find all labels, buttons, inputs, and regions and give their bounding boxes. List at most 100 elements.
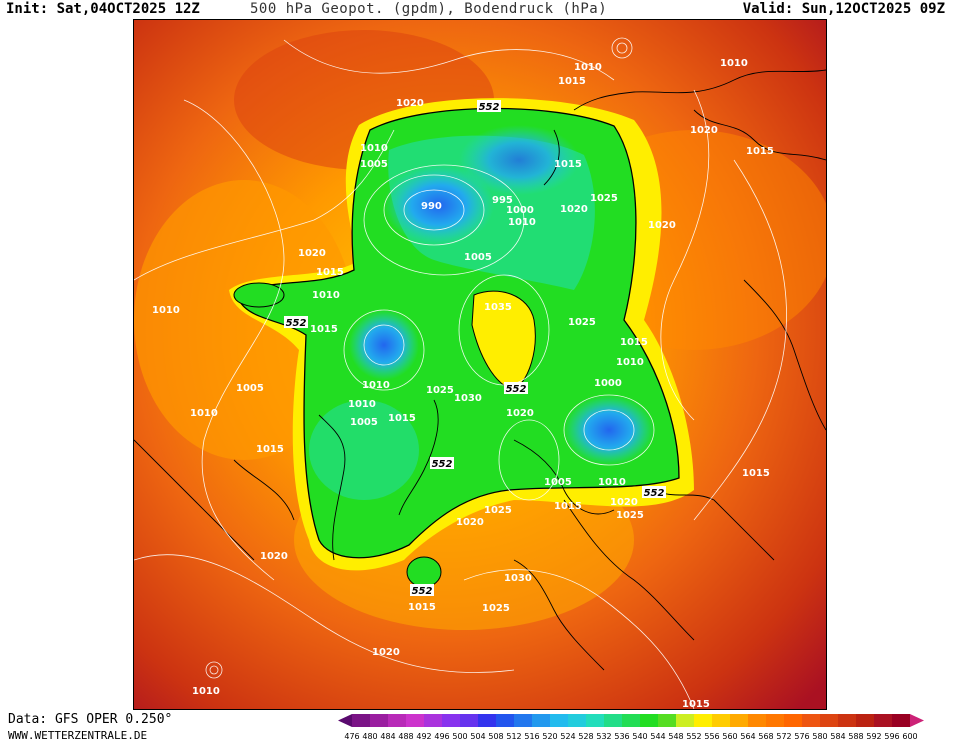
scale-tick-label: 556 [704, 732, 719, 741]
map-footer: Data: GFS OPER 0.250° WWW.WETTERZENTRALE… [0, 710, 959, 742]
geopotential-label: 552 [284, 316, 308, 329]
cutoff-low [233, 282, 285, 308]
isobar-label: 995 [492, 195, 513, 206]
isobar-label: 1000 [594, 378, 622, 389]
svg-text:552: 552 [479, 102, 500, 113]
scale-tick-label: 568 [758, 732, 773, 741]
isobar-label: 1020 [372, 647, 400, 658]
scale-tick-label: 528 [578, 732, 593, 741]
isobar-label: 990 [421, 201, 442, 212]
geopotential-label: 552 [477, 100, 501, 113]
isobar-label: 1015 [742, 468, 770, 479]
scale-tick-label: 508 [488, 732, 503, 741]
scale-swatch [784, 714, 802, 727]
low-pressure-core [459, 125, 579, 195]
data-source: Data: GFS OPER 0.250° [8, 712, 173, 727]
isobar-label: 1015 [682, 699, 710, 709]
isobar-label: 1020 [690, 125, 718, 136]
scale-swatch [730, 714, 748, 727]
svg-text:552: 552 [412, 586, 433, 597]
scale-swatch [604, 714, 622, 727]
scale-swatch [406, 714, 424, 727]
scale-tick-label: 560 [722, 732, 737, 741]
map-title: 500 hPa Geopot. (gpdm), Bodendruck (hPa) [250, 1, 608, 17]
scale-tick-label: 592 [866, 732, 881, 741]
isobar-label: 1015 [620, 337, 648, 348]
scale-swatch [658, 714, 676, 727]
scale-swatch [694, 714, 712, 727]
isobar-label: 1010 [720, 58, 748, 69]
geopotential-label: 552 [410, 584, 434, 597]
svg-text:552: 552 [506, 384, 527, 395]
isobar-label: 1005 [350, 417, 378, 428]
isobar-label: 1015 [316, 267, 344, 278]
isobar-label: 1035 [484, 302, 512, 313]
svg-text:552: 552 [432, 459, 453, 470]
isobar-label: 1005 [236, 383, 264, 394]
scale-swatch [820, 714, 838, 727]
scale-tick-label: 564 [740, 732, 755, 741]
scale-swatch [856, 714, 874, 727]
scale-arrow-right [910, 714, 924, 727]
scale-swatch [586, 714, 604, 727]
isobar-label: 1015 [310, 324, 338, 335]
scale-swatch [514, 714, 532, 727]
scale-swatch [568, 714, 586, 727]
scale-swatch [676, 714, 694, 727]
scale-tick-label: 532 [596, 732, 611, 741]
scale-tick-label: 504 [470, 732, 485, 741]
isobar-label: 1010 [508, 217, 536, 228]
isobar-label: 1015 [558, 76, 586, 87]
isobar-label: 1030 [454, 393, 482, 404]
isobar-label: 1020 [260, 551, 288, 562]
scale-tick-label: 552 [686, 732, 701, 741]
scale-tick-label: 572 [776, 732, 791, 741]
coastlines [134, 69, 826, 671]
isobar-label: 1020 [648, 220, 676, 231]
scale-swatch [838, 714, 856, 727]
init-time: Init: Sat,04OCT2025 12Z [6, 1, 200, 17]
scale-tick-label: 544 [650, 732, 665, 741]
scale-swatch [748, 714, 766, 727]
isobar-label: 1015 [408, 602, 436, 613]
svg-text:552: 552 [286, 318, 307, 329]
scale-tick-label: 596 [884, 732, 899, 741]
isobar-label: 1025 [616, 510, 644, 521]
isobar-label: 1015 [554, 159, 582, 170]
isobar-label: 1010 [574, 62, 602, 73]
isobar-label: 1020 [560, 204, 588, 215]
isobar-label: 1020 [610, 497, 638, 508]
isobar-label: 1015 [554, 501, 582, 512]
isobar-label: 1010 [312, 290, 340, 301]
geopotential-labels: 552 552 552 552 552 552 [284, 100, 666, 597]
scale-tick-label: 512 [506, 732, 521, 741]
color-scale: 476 480 484 488 492 496 500 504 508 512 516 520 524 5… [336, 711, 956, 741]
scale-tick-label: 488 [398, 732, 413, 741]
isobar-label: 1015 [388, 413, 416, 424]
scale-swatch [424, 714, 442, 727]
isobar-label: 1025 [482, 603, 510, 614]
geopotential-label: 552 [642, 486, 666, 499]
svg-text:552: 552 [644, 488, 665, 499]
map-canvas: 552 552 552 552 552 552 [134, 20, 826, 709]
geopotential-label: 552 [430, 457, 454, 470]
isobar-label: 1020 [396, 98, 424, 109]
scale-swatch [532, 714, 550, 727]
scale-tick-label: 480 [362, 732, 377, 741]
scale-swatch [892, 714, 910, 727]
isobar-label: 1010 [190, 408, 218, 419]
color-scale-bar: 476 480 484 488 492 496 500 504 508 512 516 520 524 5… [338, 714, 924, 741]
scale-tick-label: 576 [794, 732, 809, 741]
scale-tick-label: 580 [812, 732, 827, 741]
isobar-label: 1000 [506, 205, 534, 216]
scale-tick-label: 548 [668, 732, 683, 741]
scale-swatch [460, 714, 478, 727]
valid-time: Valid: Sun,12OCT2025 09Z [742, 1, 945, 17]
scale-tick-label: 584 [830, 732, 845, 741]
isobar-label: 1020 [506, 408, 534, 419]
isobar-label: 1010 [152, 305, 180, 316]
isobar-label: 1025 [568, 317, 596, 328]
scale-swatch [442, 714, 460, 727]
scale-tick-label: 500 [452, 732, 467, 741]
scale-arrow-left [338, 714, 352, 727]
